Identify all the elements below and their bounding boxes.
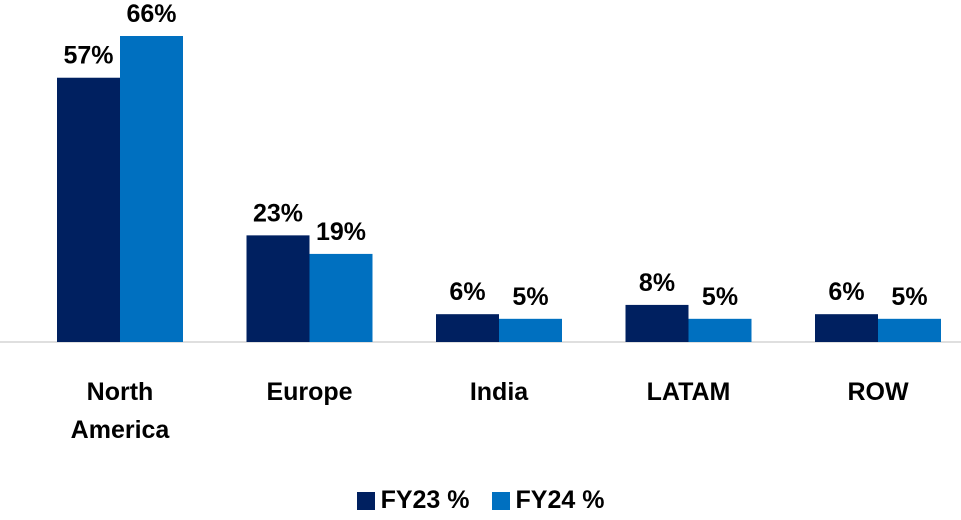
data-label: 5% — [891, 283, 927, 311]
legend-label: FY23 % — [380, 486, 470, 514]
data-label: 23% — [253, 199, 303, 227]
legend-item: FY23 % — [356, 486, 470, 515]
data-label: 8% — [639, 269, 675, 297]
x-tick-label: ROW — [847, 378, 909, 406]
bar — [499, 318, 562, 342]
legend-item: FY24 % — [491, 486, 605, 515]
bar — [688, 318, 752, 342]
x-tick-label: India — [469, 378, 529, 406]
x-tick-label: Europe — [266, 378, 353, 406]
legend: FY23 % FY24 % — [0, 486, 961, 515]
data-label: 66% — [126, 0, 176, 28]
data-label: 5% — [702, 283, 738, 311]
bar — [625, 304, 689, 342]
legend-swatch — [491, 491, 510, 510]
x-tick-label: LATAM — [646, 378, 731, 406]
data-label: 19% — [316, 218, 366, 246]
bar — [120, 36, 183, 342]
legend-label: FY24 % — [515, 486, 605, 514]
bar — [57, 77, 120, 343]
bar — [246, 235, 310, 342]
data-label: 5% — [512, 283, 548, 311]
x-tick-label: North America — [70, 378, 170, 444]
data-label: 6% — [449, 278, 485, 306]
data-label: 6% — [828, 278, 864, 306]
bar — [815, 314, 878, 342]
bar — [878, 318, 941, 342]
bar — [436, 314, 499, 342]
data-label: 57% — [63, 42, 113, 70]
chart: 57% 66% 23% 19% 6% 5% 8% 5% 6% 5% — [0, 0, 961, 343]
legend-swatch — [356, 491, 375, 510]
bar — [309, 253, 373, 342]
